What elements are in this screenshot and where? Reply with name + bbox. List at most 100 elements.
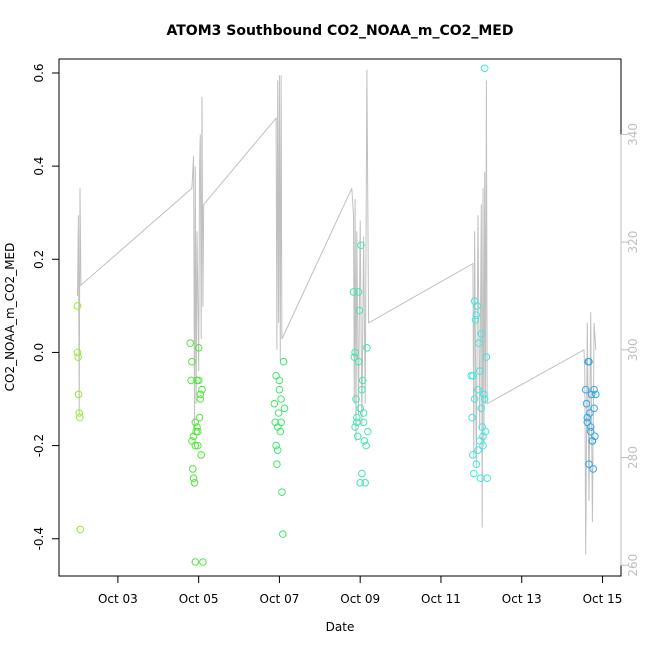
x-tick-label: Oct 07 (260, 592, 300, 606)
data-point (272, 371, 280, 380)
data-point (581, 385, 590, 394)
data-point (479, 432, 487, 441)
data-point (349, 288, 358, 296)
x-tick-label: Oct 11 (421, 592, 461, 606)
data-point (189, 432, 198, 441)
data-point (188, 357, 196, 366)
data-point (590, 385, 598, 394)
data-point (480, 64, 489, 73)
data-point (590, 404, 598, 413)
data-point (194, 427, 202, 436)
data-point (357, 241, 365, 250)
y-right-tick-label: 320 (626, 231, 640, 254)
y-axis-left: 0.6 0.4 0.2 0.0 -0.2 -0.4 (32, 63, 60, 550)
data-point (275, 385, 284, 394)
data-point (362, 441, 370, 450)
data-point (473, 302, 481, 310)
x-axis: Oct 03 Oct 05 Oct 07 Oct 09 Oct 11 Oct 13 Oct … (98, 575, 623, 606)
data-point (278, 488, 286, 497)
data-point (363, 344, 371, 352)
y-right-tick-label: 300 (626, 338, 640, 361)
x-tick-label: Oct 05 (179, 592, 219, 606)
data-point (195, 413, 204, 422)
scatter-points-layer (73, 64, 600, 566)
data-point (582, 399, 591, 408)
x-axis-label: Date (326, 620, 355, 634)
data-point (470, 395, 479, 403)
y-axis-label: CO2_NOAA_m_CO2_MED (3, 243, 17, 392)
data-point (197, 451, 205, 459)
data-point (483, 474, 492, 483)
data-point (272, 441, 280, 450)
data-point (591, 432, 599, 441)
y-tick-label: -0.2 (32, 434, 46, 457)
data-point (279, 530, 287, 538)
data-point (588, 437, 597, 445)
data-point (364, 427, 372, 436)
data-point (275, 376, 284, 385)
data-point (361, 479, 370, 487)
data-point (191, 441, 200, 450)
data-point (589, 465, 598, 473)
data-point (191, 558, 200, 566)
y-tick-label: 0.4 (32, 157, 46, 176)
right-axis-trace-layer (77, 69, 597, 555)
data-point (360, 437, 369, 445)
data-point (273, 446, 282, 455)
data-point (359, 409, 368, 417)
x-tick-label: Oct 15 (583, 592, 623, 606)
data-point (351, 423, 359, 431)
data-point (470, 469, 478, 478)
data-point (480, 390, 488, 399)
data-point (481, 427, 490, 436)
data-point (196, 390, 205, 399)
data-point (76, 525, 85, 534)
data-point (358, 385, 366, 394)
y-axis-right: 260 280 300 320 340 (620, 123, 640, 577)
data-point (279, 357, 288, 366)
data-point (190, 479, 199, 487)
data-point (75, 409, 83, 417)
data-point (194, 441, 202, 450)
x-tick-label: Oct 13 (502, 592, 542, 606)
data-point (189, 465, 197, 473)
y-tick-label: 0.2 (32, 250, 46, 269)
y-tick-label: 0.6 (32, 63, 46, 82)
data-point (356, 404, 365, 413)
y-tick-label: 0.0 (32, 343, 46, 362)
data-point (186, 339, 194, 347)
data-point (469, 451, 477, 459)
data-point (352, 395, 360, 403)
data-point (74, 353, 82, 361)
data-point (477, 404, 486, 413)
data-point (358, 376, 367, 385)
data-point (193, 423, 201, 431)
chart-title: ATOM3 Southbound CO2_NOAA_m_CO2_MED (167, 23, 514, 39)
data-point (196, 395, 205, 403)
data-point (194, 376, 203, 385)
data-point (355, 306, 364, 315)
data-point (73, 348, 82, 357)
data-point (351, 348, 359, 357)
data-point (359, 418, 368, 427)
plot-frame (58, 58, 622, 577)
data-point (475, 339, 483, 347)
data-point (198, 385, 206, 394)
data-point (477, 330, 486, 338)
data-point (354, 288, 363, 296)
data-point (474, 385, 482, 394)
data-point (274, 409, 283, 417)
x-tick-label: Oct 09 (340, 592, 380, 606)
data-point (73, 302, 82, 310)
data-point (199, 558, 207, 566)
data-point (472, 460, 481, 469)
data-point (585, 357, 593, 366)
data-point (74, 390, 83, 399)
data-point (470, 297, 479, 306)
data-point (586, 427, 595, 436)
data-point (270, 399, 279, 408)
data-point (76, 413, 84, 422)
data-point (587, 390, 596, 399)
data-point (482, 353, 491, 361)
data-point (273, 460, 281, 469)
